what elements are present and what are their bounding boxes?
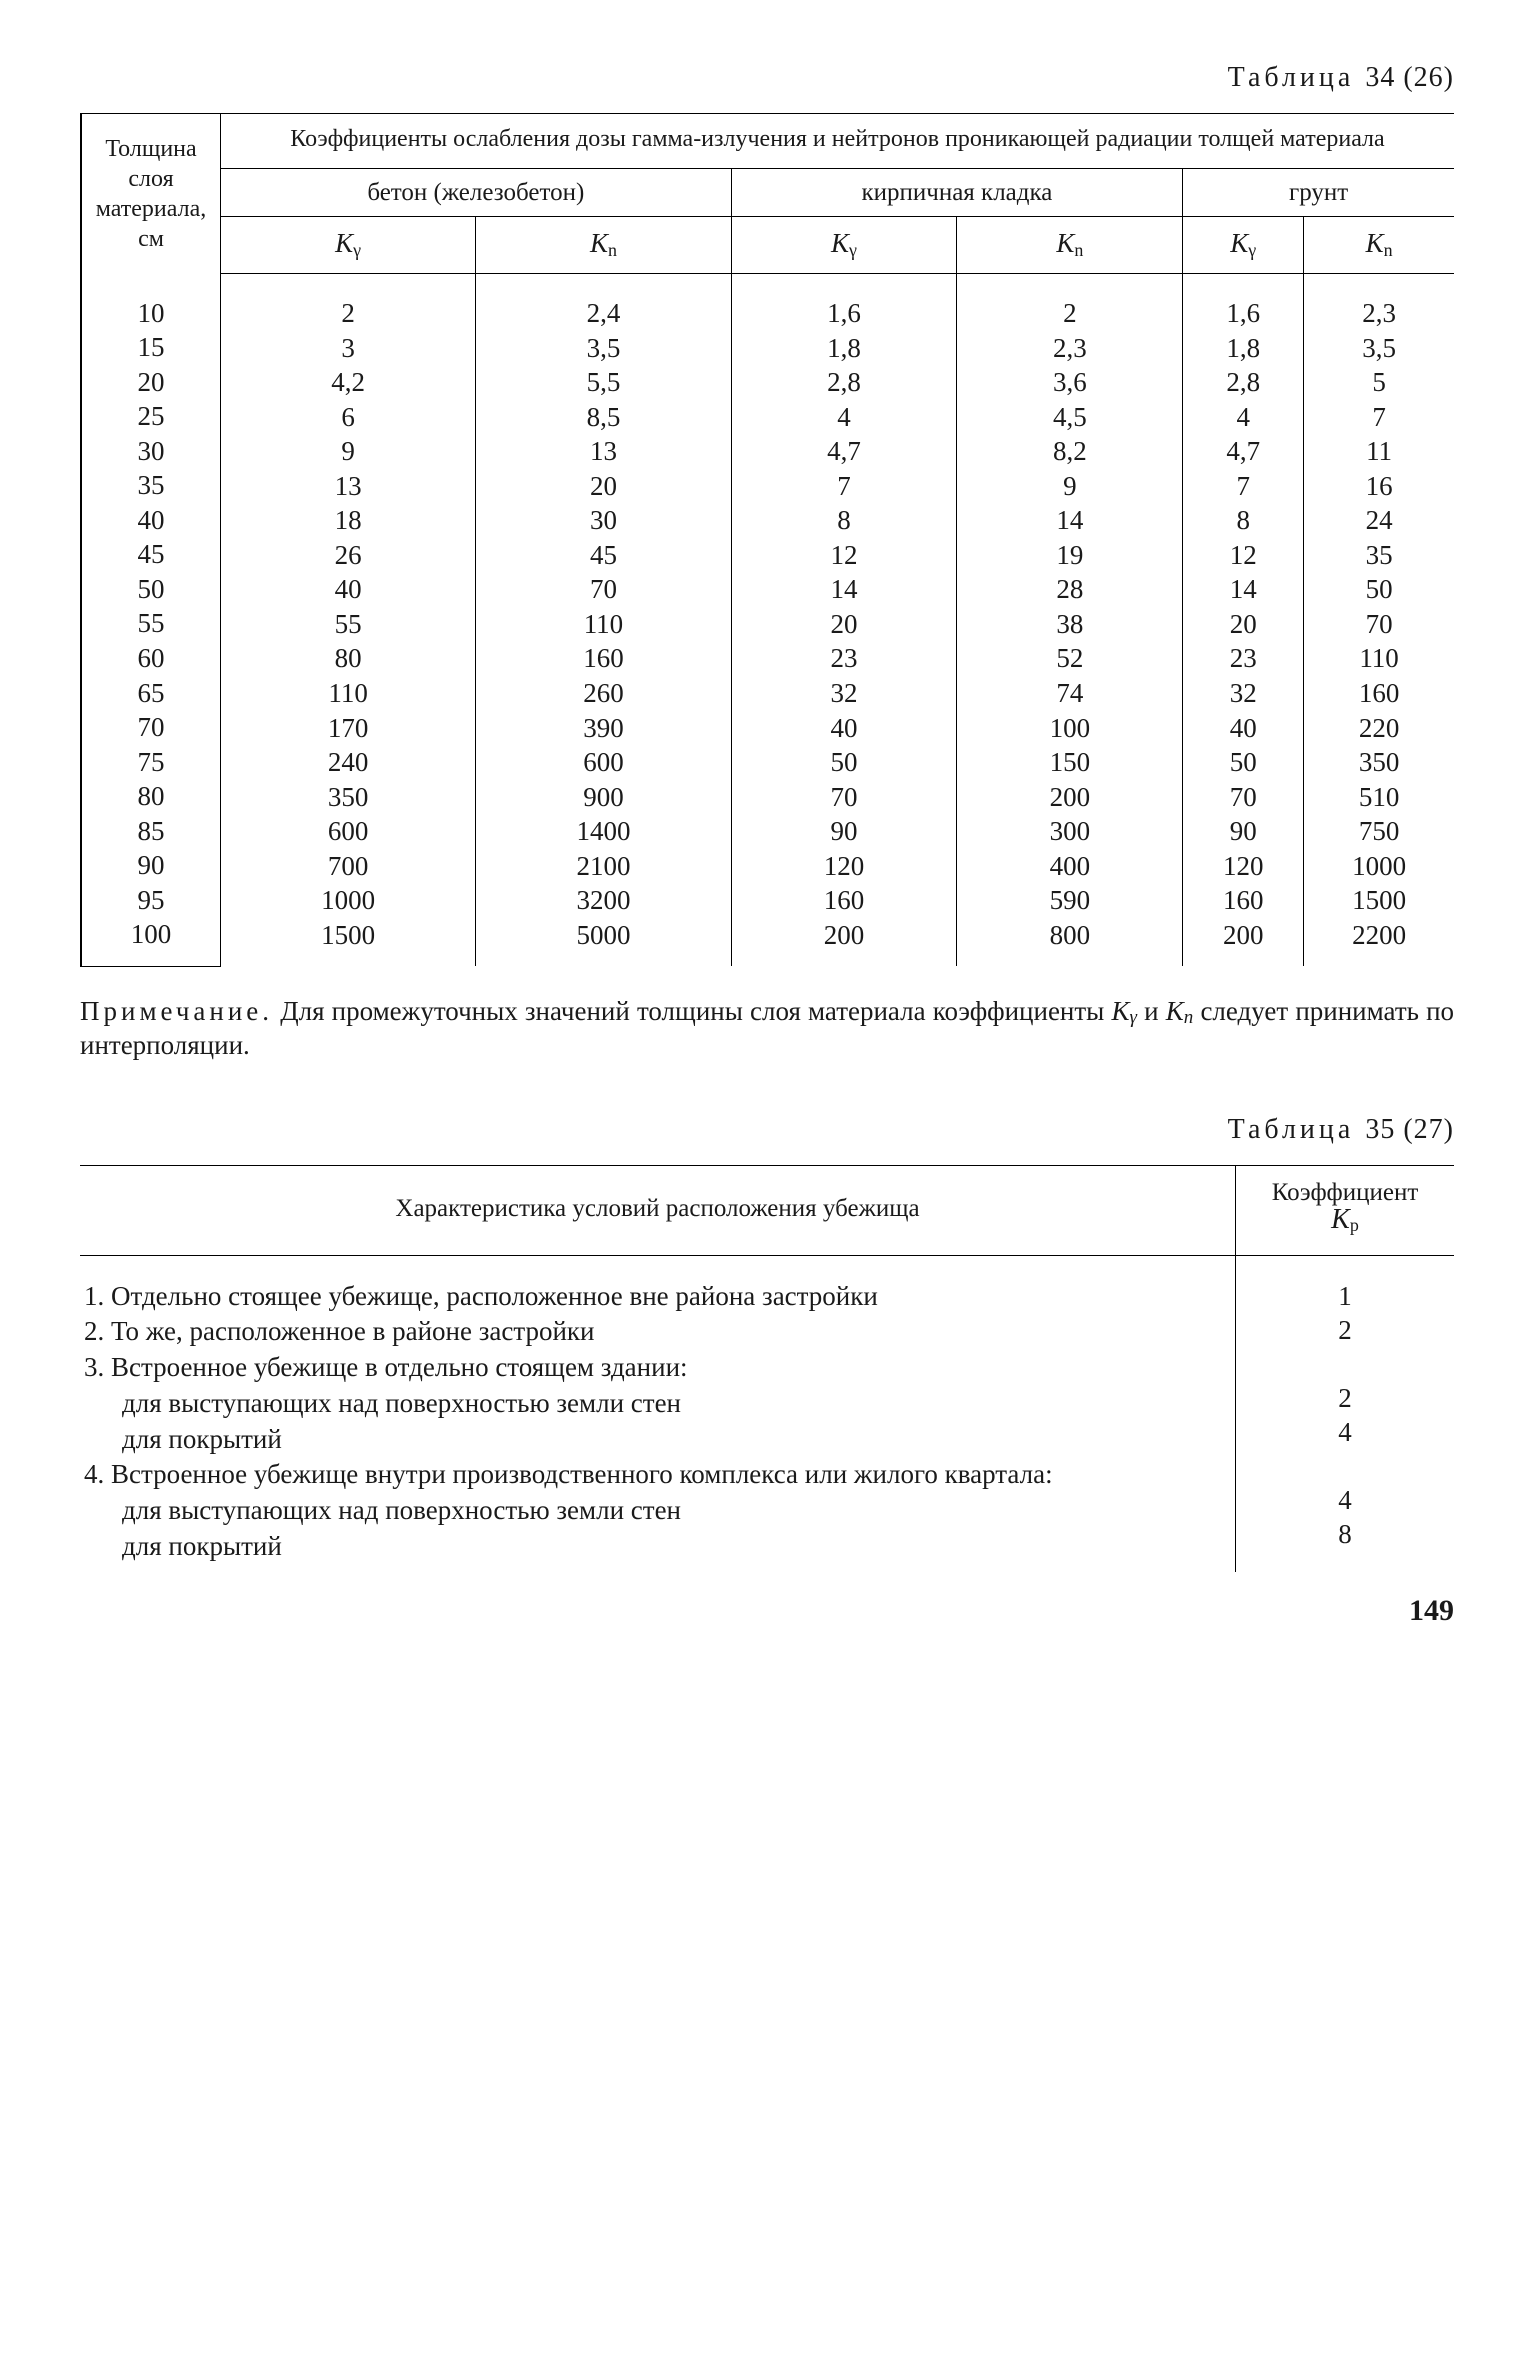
- table35-row-val: 2: [1240, 1382, 1450, 1416]
- table35-row-val: 1: [1240, 1280, 1450, 1314]
- table35-label-word: Таблица: [1228, 1114, 1355, 1145]
- table34-mat-brick: кирпичная кладка: [731, 169, 1183, 217]
- table34-coef-kn: Kn: [957, 217, 1183, 274]
- note-t1: Для промежуточных значений толщины слоя …: [280, 996, 1104, 1026]
- table34-col-gn: 2,33,55711162435507011016022035051075010…: [1304, 274, 1454, 967]
- table35-row-desc: для выступающих над поверхностью земли с…: [84, 1494, 1225, 1528]
- table34-col-kg: 1,61,82,844,7781214202332405070901201602…: [731, 274, 957, 967]
- note-kg: Kγ: [1111, 996, 1137, 1026]
- table35-row-desc: 3. Встроенное убежище в отдельно стоящем…: [84, 1351, 1225, 1385]
- note-kn: Kn: [1166, 996, 1194, 1026]
- table34-col-gg: 1,61,82,844,7781214202332405070901201602…: [1183, 274, 1304, 967]
- table35-row-val: 4: [1240, 1416, 1450, 1450]
- page-number: 149: [80, 1592, 1454, 1630]
- table34-coef-kg: Kγ: [731, 217, 957, 274]
- table34-wrap: Толщина слоя материала, см Коэффициенты …: [80, 113, 1454, 967]
- table34-label-num: 34 (26): [1365, 62, 1454, 93]
- table34-note: Примечание. Для промежуточных значений т…: [80, 995, 1454, 1063]
- table35-row-desc: для покрытий: [84, 1530, 1225, 1564]
- table35-row-val: [1240, 1450, 1450, 1484]
- table35-row-val: 8: [1240, 1518, 1450, 1552]
- table34-coef-gg: Kγ: [1183, 217, 1304, 274]
- table35-col-desc: Характеристика условий расположения убеж…: [80, 1166, 1236, 1255]
- table35: Характеристика условий расположения убеж…: [80, 1165, 1454, 1571]
- table35-row-desc: 2. То же, расположенное в районе застрой…: [84, 1315, 1225, 1349]
- table34-rowhead: Толщина слоя материала, см: [82, 114, 221, 274]
- table34-coef-bn: Kn: [476, 217, 731, 274]
- table34-mat-soil: грунт: [1183, 169, 1454, 217]
- table35-row-val: 4: [1240, 1484, 1450, 1518]
- table34-coef-gn: Kn: [1304, 217, 1454, 274]
- table35-row-val: 2: [1240, 1314, 1450, 1348]
- table34-coef-bg: Kγ: [221, 217, 476, 274]
- table34-col-kn: 22,33,64,58,2914192838527410015020030040…: [957, 274, 1183, 967]
- table34-spanner: Коэффициенты ослабления дозы гамма-излуч…: [221, 114, 1455, 169]
- table34-col-thickness: 101520253035404550556065707580859095100: [82, 274, 221, 967]
- table35-col-val: Коэффициент Kр: [1236, 1166, 1455, 1255]
- table35-label-num: 35 (27): [1365, 1114, 1454, 1145]
- table35-body-val: 12 24 48: [1236, 1255, 1455, 1572]
- table34: Толщина слоя материала, см Коэффициенты …: [82, 113, 1454, 967]
- table35-row-desc: 4. Встроенное убежище внутри производств…: [84, 1458, 1225, 1492]
- note-label: Примечание.: [80, 996, 273, 1026]
- note-and: и: [1144, 996, 1158, 1026]
- table34-label-word: Таблица: [1228, 62, 1355, 93]
- table34-mat-concrete: бетон (железобетон): [221, 169, 732, 217]
- table35-row-desc: для покрытий: [84, 1423, 1225, 1457]
- table34-label: Таблица 34 (26): [80, 60, 1454, 95]
- table35-body-desc: 1. Отдельно стоящее убежище, расположенн…: [80, 1255, 1236, 1572]
- table35-label: Таблица 35 (27): [80, 1112, 1454, 1147]
- table35-row-val: [1240, 1348, 1450, 1382]
- table34-col-bn: 2,43,55,58,51320304570110160260390600900…: [476, 274, 731, 967]
- table34-col-bg: 234,269131826405580110170240350600700100…: [221, 274, 476, 967]
- table35-row-desc: 1. Отдельно стоящее убежище, расположенн…: [84, 1280, 1225, 1314]
- table35-row-desc: для выступающих над поверхностью земли с…: [84, 1387, 1225, 1421]
